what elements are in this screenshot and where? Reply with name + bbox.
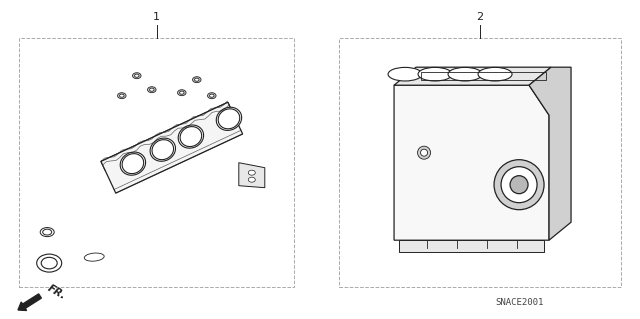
Ellipse shape bbox=[207, 93, 216, 99]
Text: 1: 1 bbox=[154, 12, 160, 22]
Ellipse shape bbox=[134, 74, 139, 77]
Text: SNACE2001: SNACE2001 bbox=[496, 298, 544, 307]
Ellipse shape bbox=[248, 177, 255, 182]
Ellipse shape bbox=[417, 146, 431, 159]
Ellipse shape bbox=[120, 94, 124, 97]
Ellipse shape bbox=[193, 77, 201, 83]
Polygon shape bbox=[101, 102, 232, 170]
Ellipse shape bbox=[148, 87, 156, 93]
Ellipse shape bbox=[510, 176, 528, 194]
Ellipse shape bbox=[118, 93, 126, 99]
Ellipse shape bbox=[132, 73, 141, 79]
Ellipse shape bbox=[501, 167, 537, 203]
Ellipse shape bbox=[418, 67, 452, 81]
Text: FR.: FR. bbox=[46, 283, 68, 301]
Ellipse shape bbox=[420, 149, 428, 156]
Polygon shape bbox=[394, 85, 549, 240]
Polygon shape bbox=[394, 67, 551, 85]
Ellipse shape bbox=[216, 107, 242, 130]
Ellipse shape bbox=[195, 78, 199, 81]
Ellipse shape bbox=[478, 67, 512, 81]
Bar bbox=[19, 38, 294, 287]
Ellipse shape bbox=[209, 94, 214, 97]
Polygon shape bbox=[399, 240, 544, 252]
Ellipse shape bbox=[178, 125, 204, 148]
Polygon shape bbox=[101, 102, 243, 193]
Text: 2: 2 bbox=[476, 12, 484, 22]
Ellipse shape bbox=[177, 90, 186, 96]
Ellipse shape bbox=[494, 160, 544, 210]
Ellipse shape bbox=[388, 67, 422, 81]
Polygon shape bbox=[529, 67, 571, 240]
Bar bbox=[339, 38, 621, 287]
Ellipse shape bbox=[150, 138, 175, 161]
Ellipse shape bbox=[180, 91, 184, 94]
Ellipse shape bbox=[150, 88, 154, 91]
Ellipse shape bbox=[248, 170, 255, 175]
Polygon shape bbox=[239, 163, 265, 188]
FancyArrow shape bbox=[18, 294, 42, 310]
Ellipse shape bbox=[120, 152, 145, 175]
Ellipse shape bbox=[448, 67, 482, 81]
